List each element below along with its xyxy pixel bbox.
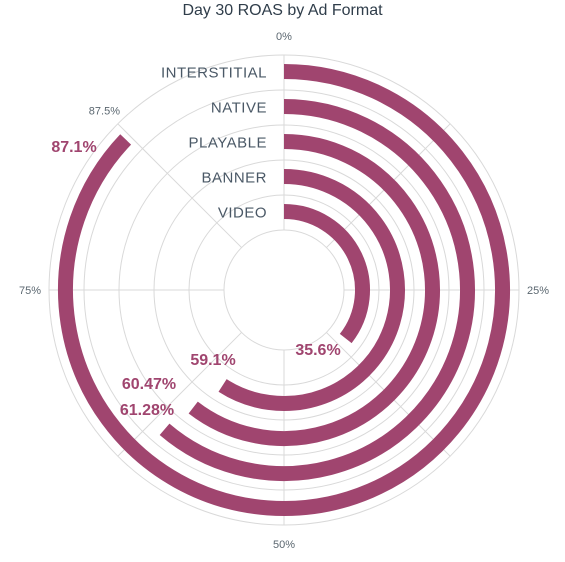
category-label-video: VIDEO bbox=[218, 205, 267, 222]
tick-label-4: 87.5% bbox=[89, 105, 120, 117]
value-label-interstitial: 87.1% bbox=[51, 139, 96, 156]
value-label-playable: 60.47% bbox=[122, 376, 176, 393]
bar-playable bbox=[188, 134, 440, 446]
label-layer: 0% 25% 50% 75% 87.5% INTERSTITIAL NATIVE PLAYAB… bbox=[19, 31, 549, 551]
tick-label-3: 75% bbox=[19, 285, 41, 297]
tick-label-0: 0% bbox=[276, 31, 292, 43]
tick-label-1: 25% bbox=[527, 285, 549, 297]
category-label-native: NATIVE bbox=[211, 100, 267, 117]
bar-native bbox=[159, 99, 475, 481]
bar-interstitial bbox=[58, 64, 510, 516]
category-label-banner: BANNER bbox=[201, 170, 267, 187]
grid-circle-5 bbox=[223, 229, 345, 351]
bar-video bbox=[283, 204, 370, 344]
value-label-native: 61.28% bbox=[120, 402, 174, 419]
value-label-banner: 59.1% bbox=[190, 352, 235, 369]
bar-layer bbox=[58, 64, 510, 516]
tick-label-2: 50% bbox=[273, 539, 295, 551]
category-label-playable: PLAYABLE bbox=[189, 135, 268, 152]
grid-layer bbox=[48, 54, 520, 526]
grid-spoke-5 bbox=[117, 332, 242, 457]
chart-title: Day 30 ROAS by Ad Format bbox=[182, 2, 383, 19]
category-label-interstitial: INTERSTITIAL bbox=[161, 65, 267, 82]
value-label-video: 35.6% bbox=[295, 342, 340, 359]
bar-banner bbox=[218, 169, 405, 411]
grid-spoke-7 bbox=[117, 123, 242, 248]
